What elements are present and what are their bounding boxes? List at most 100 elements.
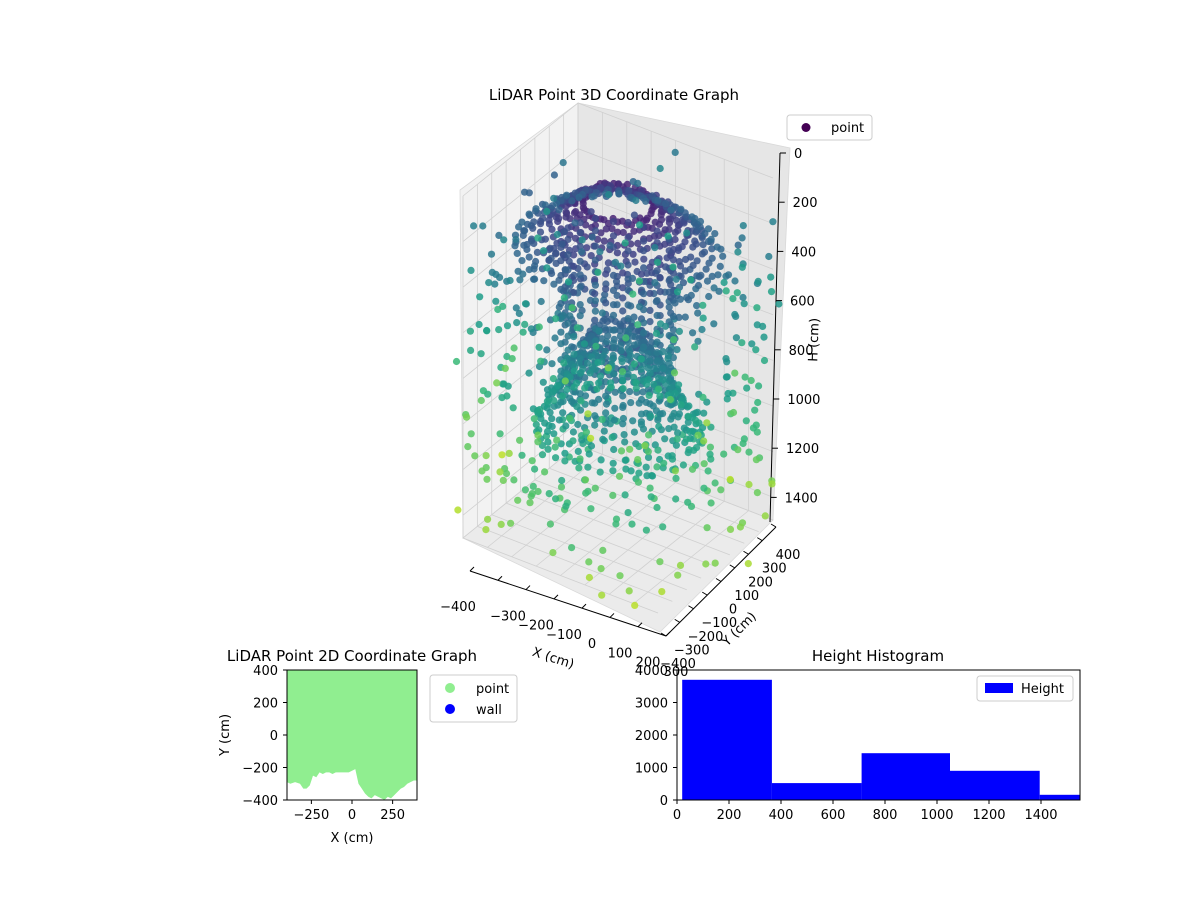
point-3d: [518, 257, 526, 265]
ticks-2d: −250 0 250 400 200 0 −200 −400: [242, 664, 405, 823]
point-3d: [671, 389, 679, 397]
point-3d: [748, 340, 756, 348]
point-3d: [516, 276, 524, 284]
point-3d: [570, 333, 578, 341]
point-3d: [634, 456, 642, 464]
point-3d: [731, 277, 739, 285]
point-3d: [619, 284, 627, 292]
point-3d: [615, 190, 623, 198]
point-3d: [635, 469, 643, 477]
point-3d: [549, 388, 557, 396]
point-3d: [557, 328, 565, 336]
point-3d: [602, 400, 611, 408]
point-3d: [624, 286, 632, 294]
point-3d: [690, 446, 698, 454]
ticks-3d: −400−300−200−10001002003004003002001000−…: [440, 147, 820, 680]
point-3d: [635, 277, 644, 285]
point-3d: [483, 475, 491, 483]
point-3d: [581, 384, 589, 392]
point-3d: [619, 403, 627, 411]
point-3d: [640, 329, 648, 337]
point-3d: [466, 327, 474, 335]
point-3d: [596, 184, 605, 192]
point-3d: [612, 520, 620, 528]
point-3d: [699, 314, 707, 322]
point-3d: [630, 428, 639, 436]
point-3d: [611, 404, 619, 412]
point-3d: [711, 559, 719, 567]
point-3d: [606, 241, 614, 250]
point-3d: [700, 484, 708, 492]
point-3d: [581, 476, 590, 484]
point-3d: [519, 270, 527, 278]
point-3d: [521, 486, 530, 494]
point-3d: [492, 297, 500, 305]
point-3d: [551, 443, 559, 451]
point-3d: [640, 255, 648, 263]
z-tick-label-3d: 600: [790, 295, 815, 310]
x-tick-label-3d: −200: [518, 619, 554, 634]
point-3d: [564, 319, 572, 327]
point-3d: [672, 495, 680, 503]
point-3d: [516, 436, 524, 444]
point-3d: [494, 305, 502, 314]
point-3d: [672, 441, 681, 449]
point-3d: [528, 490, 536, 498]
y-tick-3d: [729, 564, 736, 569]
point-3d: [653, 349, 661, 357]
point-3d: [591, 281, 600, 289]
point-3d: [477, 396, 485, 405]
histogram-bar: [771, 783, 862, 800]
point-3d: [681, 267, 689, 275]
point-3d: [530, 415, 538, 423]
point-3d: [765, 252, 773, 261]
point-3d: [591, 227, 600, 235]
point-3d: [674, 571, 682, 579]
point-3d: [564, 251, 572, 259]
point-3d: [557, 483, 566, 491]
point-3d: [694, 281, 703, 290]
point-3d: [691, 237, 699, 245]
point-3d: [550, 280, 558, 288]
point-3d: [684, 296, 693, 304]
point-3d: [585, 558, 593, 566]
point-3d: [660, 459, 668, 467]
point-3d: [576, 301, 584, 309]
legend-2d-marker-wall: [445, 704, 455, 714]
point-3d: [557, 271, 565, 280]
z-tick-label-3d: 1000: [787, 393, 820, 408]
point-3d: [549, 375, 558, 383]
point-3d: [653, 227, 661, 235]
point-3d: [645, 431, 653, 439]
point-3d: [729, 295, 737, 303]
point-3d: [646, 318, 654, 326]
point-3d: [640, 264, 648, 272]
point-3d: [656, 410, 664, 418]
point-3d: [562, 502, 570, 510]
point-3d: [591, 307, 600, 315]
point-3d: [642, 463, 650, 471]
point-3d: [734, 446, 742, 454]
point-3d: [670, 336, 678, 344]
point-3d: [643, 472, 651, 480]
point-3d: [561, 449, 569, 457]
point-3d: [624, 218, 632, 227]
point-3d: [675, 381, 683, 389]
point-3d: [751, 406, 759, 414]
point-3d: [548, 269, 556, 278]
point-3d: [670, 423, 678, 431]
point-3d: [523, 220, 532, 228]
point-3d: [576, 229, 584, 237]
point-3d: [653, 463, 661, 471]
point-3d: [700, 409, 708, 417]
point-3d: [716, 262, 724, 270]
point-3d: [742, 417, 750, 425]
point-3d: [534, 487, 542, 496]
point-3d: [534, 234, 542, 242]
point-3d: [613, 249, 622, 257]
point-3d: [536, 406, 544, 414]
point-3d: [599, 546, 607, 555]
point-3d: [558, 240, 566, 248]
point-3d: [636, 221, 644, 229]
point-3d: [495, 326, 503, 334]
